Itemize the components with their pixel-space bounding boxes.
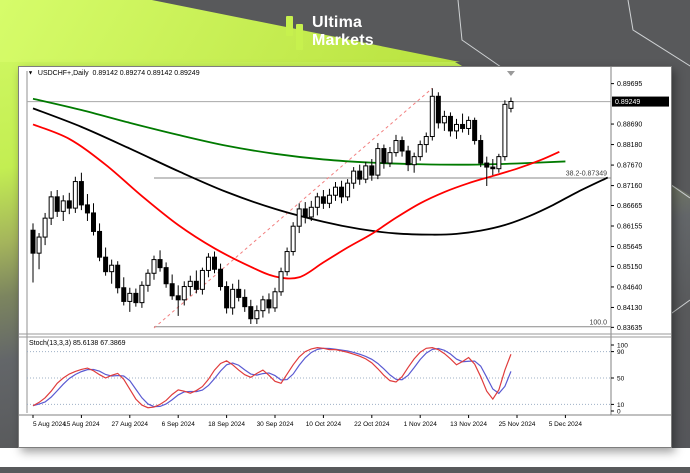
svg-text:0.86665: 0.86665 — [617, 203, 642, 210]
shift-marker-icon — [506, 71, 515, 76]
svg-text:22 Oct 2024: 22 Oct 2024 — [354, 421, 390, 428]
chart-window: ▼ USDCHF+,Daily 0.89142 0.89274 0.89142 … — [18, 66, 672, 448]
banner-green-wedge — [0, 0, 460, 62]
svg-text:0.84130: 0.84130 — [617, 305, 642, 312]
stoch-main-line — [32, 347, 512, 409]
svg-text:0.85645: 0.85645 — [617, 244, 642, 251]
ma-red-fast — [32, 123, 560, 280]
svg-text:10 Oct 2024: 10 Oct 2024 — [306, 421, 342, 428]
svg-text:100: 100 — [617, 343, 628, 350]
svg-text:0.84640: 0.84640 — [617, 284, 642, 291]
ma-green-slow — [32, 97, 566, 166]
fib-100-label: 100.0 — [589, 319, 607, 326]
svg-text:0.89695: 0.89695 — [617, 81, 642, 88]
brand-logo-icon — [286, 12, 304, 52]
chart-title[interactable]: ▼ USDCHF+,Daily 0.89142 0.89274 0.89142 … — [27, 70, 200, 77]
price-axis: 0.89695 0.88690 0.88180 0.87670 0.87160 0.866… — [611, 81, 642, 332]
current-price-tag: 0.89249 — [612, 96, 669, 107]
stochastic-panel — [27, 347, 611, 409]
svg-text:0.83635: 0.83635 — [617, 325, 642, 332]
stochastic-readout: Stoch(13,3,3) 85.6138 67.3869 — [29, 340, 128, 347]
background-white-band — [0, 448, 690, 467]
brand-logo-text: Ultima Markets — [312, 14, 374, 50]
svg-text:13 Nov 2024: 13 Nov 2024 — [450, 421, 487, 428]
fibonacci-levels: 38.2-0.87349 100.0 — [154, 170, 611, 328]
svg-text:0.85150: 0.85150 — [617, 264, 642, 271]
stoch-signal-line — [32, 347, 512, 408]
candles-layer — [30, 88, 514, 324]
svg-text:5 Aug 2024: 5 Aug 2024 — [33, 421, 66, 428]
svg-text:0.87160: 0.87160 — [617, 183, 642, 190]
fib-382-label: 38.2-0.87349 — [566, 170, 607, 177]
brand-line1: Ultima — [312, 14, 363, 31]
svg-text:18 Sep 2024: 18 Sep 2024 — [208, 421, 245, 428]
svg-text:0.87670: 0.87670 — [617, 163, 642, 170]
chart-frame — [19, 67, 671, 416]
svg-text:0.88180: 0.88180 — [617, 142, 642, 149]
svg-text:0: 0 — [617, 409, 621, 416]
brand-line2: Markets — [312, 32, 374, 49]
svg-text:30 Sep 2024: 30 Sep 2024 — [257, 421, 294, 428]
price-chart[interactable]: 38.2-0.87349100.00.896950.886900.881800.… — [19, 67, 671, 447]
svg-text:0.88690: 0.88690 — [617, 122, 642, 129]
svg-text:50: 50 — [617, 376, 625, 383]
ma-black-medium — [32, 107, 609, 236]
top-banner: Ultima Markets — [0, 0, 690, 62]
svg-text:0.86155: 0.86155 — [617, 224, 642, 231]
svg-text:6 Sep 2024: 6 Sep 2024 — [162, 421, 196, 428]
svg-text:10: 10 — [617, 402, 625, 409]
svg-text:1 Nov 2024: 1 Nov 2024 — [404, 421, 438, 428]
svg-text:15 Aug 2024: 15 Aug 2024 — [63, 421, 100, 428]
bottom-bar — [0, 467, 690, 473]
svg-text:25 Nov 2024: 25 Nov 2024 — [499, 421, 536, 428]
brand-logo: Ultima Markets — [286, 12, 374, 52]
svg-text:27 Aug 2024: 27 Aug 2024 — [112, 421, 149, 428]
ohlc-readout: 0.89142 0.89274 0.89142 0.89249 — [92, 70, 200, 77]
svg-text:0.89249: 0.89249 — [615, 99, 640, 106]
svg-text:5 Dec 2024: 5 Dec 2024 — [549, 421, 583, 428]
svg-text:90: 90 — [617, 349, 625, 356]
chart-dropdown-icon[interactable]: ▼ — [27, 70, 34, 77]
symbol-timeframe: USDCHF+,Daily — [37, 70, 89, 77]
trendline-dashed — [153, 87, 433, 329]
